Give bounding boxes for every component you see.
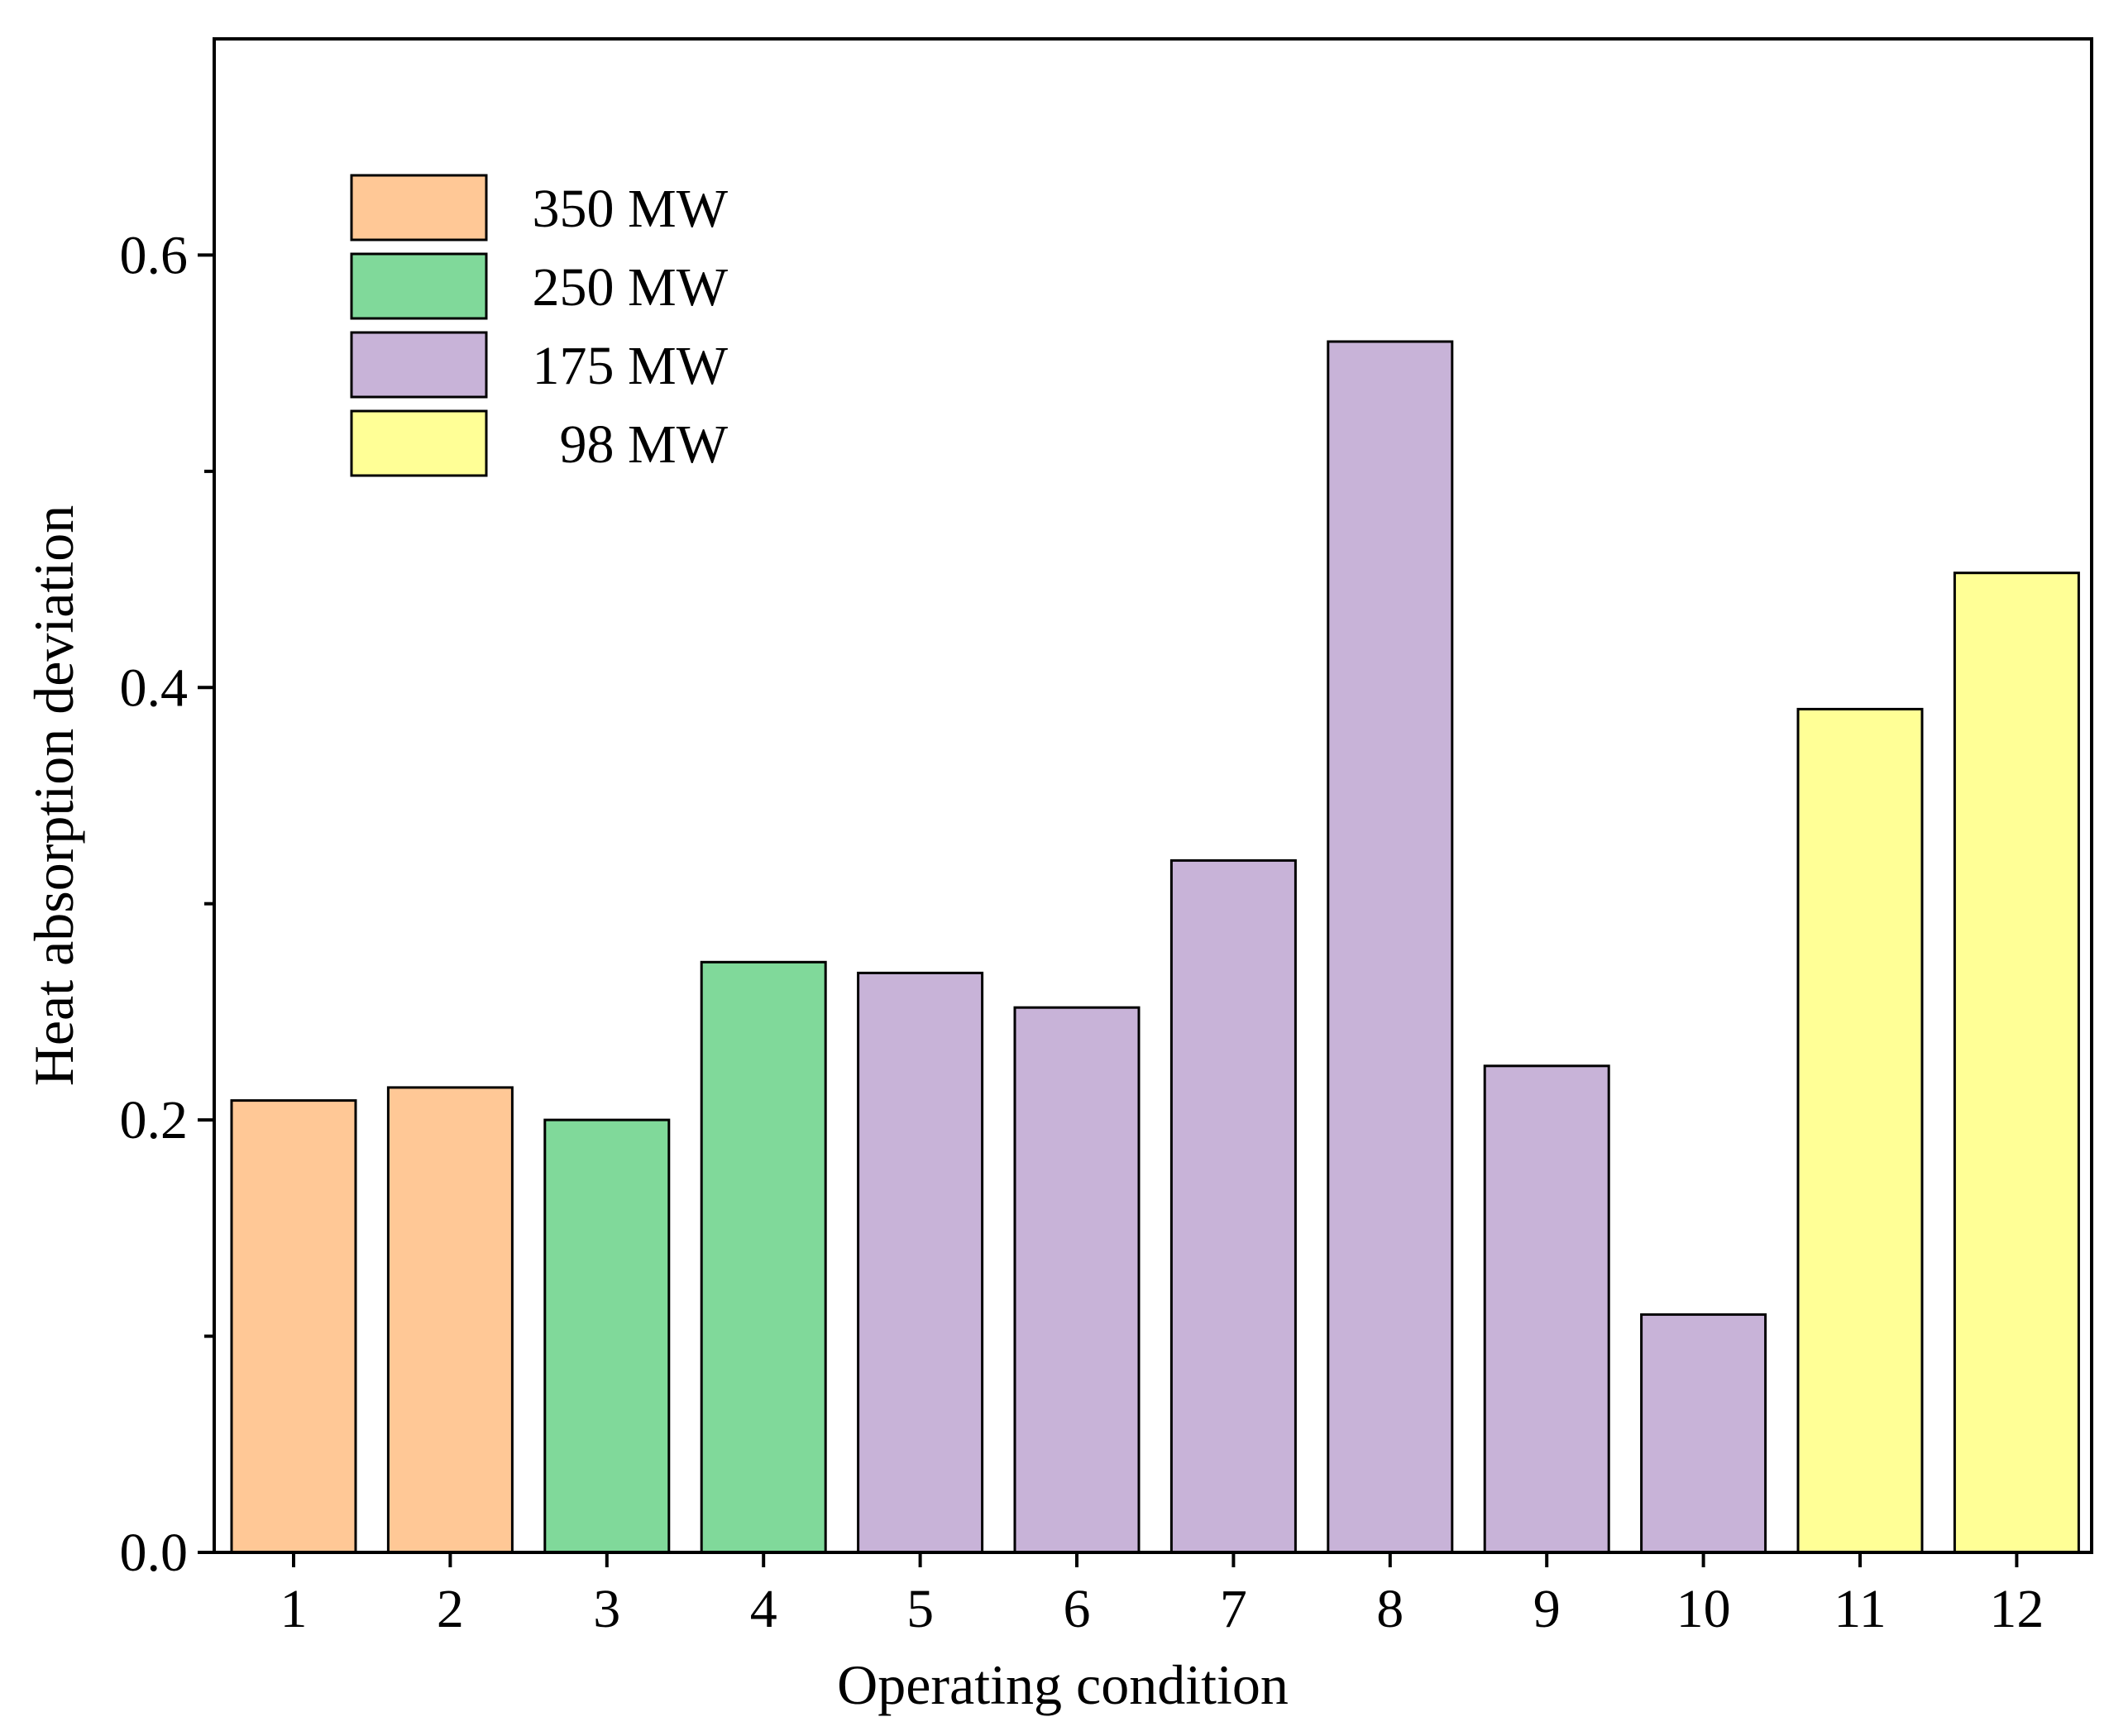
y-axis: 0.0 0.2 0.4 0.6 (120, 225, 214, 1583)
legend-label: 98 MW (560, 414, 729, 475)
bar-11 (1796, 707, 1924, 1554)
plot-frame (213, 37, 2093, 1554)
legend-swatch (350, 409, 488, 477)
bar-3 (543, 1118, 671, 1554)
legend-swatch (350, 331, 488, 399)
bar-4 (700, 960, 827, 1554)
x-tick-label: 2 (437, 1579, 464, 1639)
legend-swatch (350, 174, 488, 242)
y-tick-label: 0.0 (120, 1523, 189, 1583)
x-tick-label: 11 (1834, 1579, 1887, 1639)
bar-8 (1327, 340, 1454, 1554)
y-axis-title: Heat absorption deviation (22, 505, 85, 1086)
bar-5 (857, 971, 984, 1554)
legend-label: 175 MW (533, 336, 729, 396)
x-tick-label: 1 (280, 1579, 308, 1639)
x-tick-label: 4 (750, 1579, 777, 1639)
x-axis: 1 2 3 4 5 6 7 8 9 10 11 12 (280, 1552, 2044, 1639)
x-tick-label: 8 (1376, 1579, 1404, 1639)
bar-6 (1013, 1006, 1141, 1554)
legend: 350 MW 250 MW 175 MW 98 MW (350, 174, 729, 477)
y-tick-label: 0.2 (120, 1090, 189, 1150)
x-tick-label: 7 (1220, 1579, 1247, 1639)
x-tick-label: 6 (1064, 1579, 1091, 1639)
x-tick-label: 5 (906, 1579, 934, 1639)
legend-swatch (350, 252, 488, 320)
bar-10 (1640, 1313, 1767, 1554)
x-tick-label: 3 (593, 1579, 620, 1639)
y-tick-label: 0.6 (120, 225, 189, 285)
x-tick-label: 9 (1533, 1579, 1561, 1639)
y-tick-label: 0.4 (120, 658, 189, 718)
x-tick-label: 10 (1676, 1579, 1731, 1639)
bar-2 (386, 1086, 514, 1554)
bar-1 (230, 1099, 357, 1554)
bar-7 (1169, 858, 1297, 1554)
x-tick-label: 12 (1989, 1579, 2044, 1639)
bar-12 (1953, 571, 2080, 1554)
bars-layer (230, 340, 2080, 1554)
x-axis-title: Operating condition (837, 1653, 1289, 1716)
bar-9 (1483, 1064, 1610, 1554)
legend-label: 350 MW (533, 179, 729, 239)
legend-label: 250 MW (533, 257, 729, 318)
